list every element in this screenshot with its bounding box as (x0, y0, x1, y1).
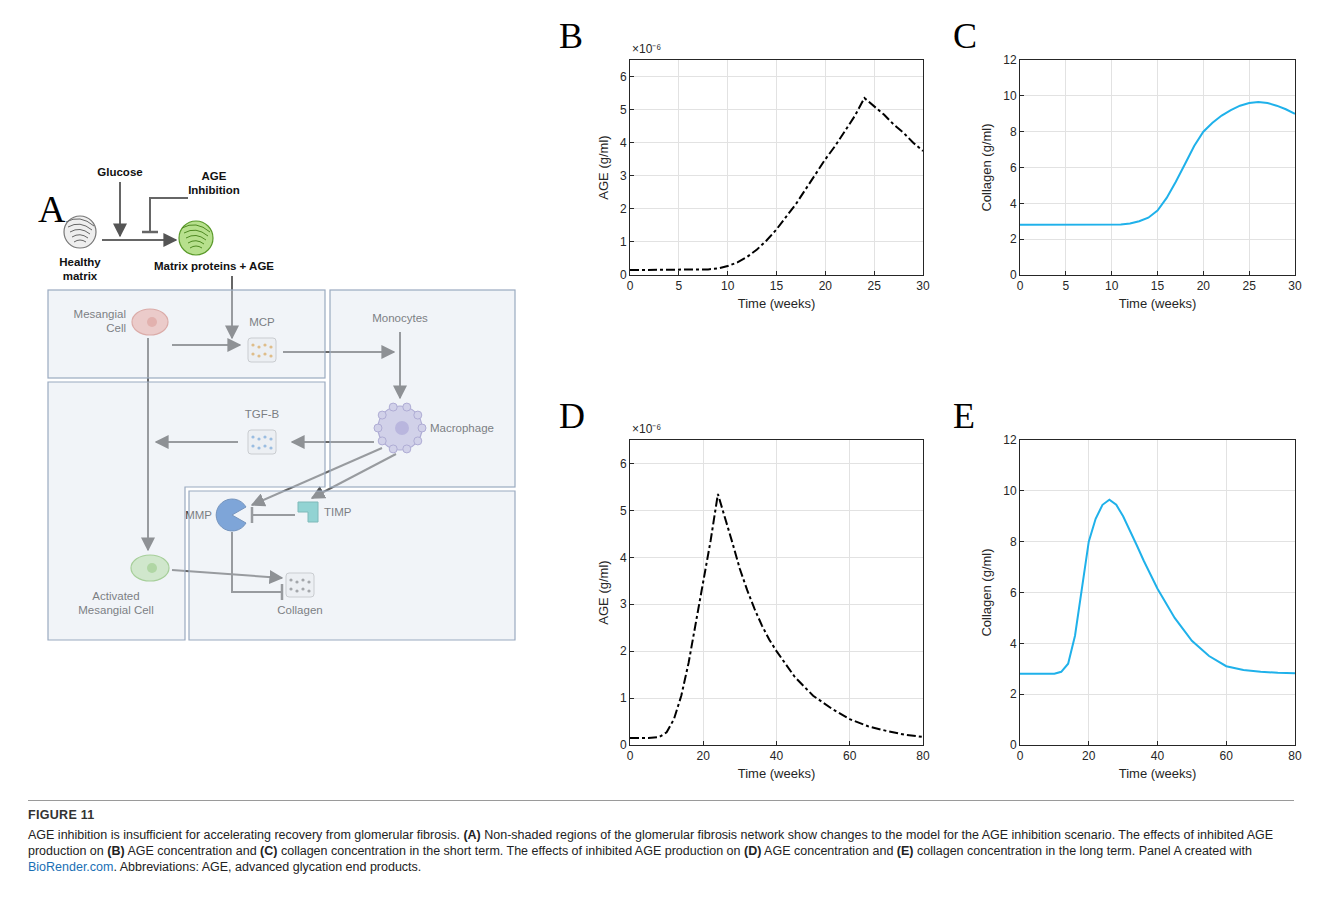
svg-text:×10⁻⁶: ×10⁻⁶ (632, 42, 661, 56)
svg-text:10: 10 (1105, 279, 1119, 293)
svg-text:40: 40 (770, 749, 784, 763)
svg-text:A: A (38, 188, 66, 230)
svg-text:10: 10 (1003, 89, 1017, 103)
svg-text:5: 5 (620, 103, 627, 117)
svg-text:4: 4 (1010, 637, 1017, 651)
svg-text:0: 0 (627, 279, 634, 293)
svg-text:Inhibition: Inhibition (188, 184, 240, 196)
svg-text:Matrix proteins + AGE: Matrix proteins + AGE (154, 260, 274, 272)
svg-text:0: 0 (620, 738, 627, 752)
svg-text:80: 80 (916, 749, 930, 763)
svg-text:15: 15 (770, 279, 784, 293)
svg-text:0: 0 (1010, 268, 1017, 282)
svg-text:6: 6 (620, 70, 627, 84)
svg-text:Time (weeks): Time (weeks) (1119, 766, 1197, 781)
svg-text:2: 2 (620, 202, 627, 216)
html-text:FIGURE 11: FIGURE 11 (28, 808, 95, 822)
svg-text:5: 5 (1062, 279, 1069, 293)
svg-text:Time (weeks): Time (weeks) (738, 766, 816, 781)
svg-text:25: 25 (867, 279, 881, 293)
svg-text:5: 5 (675, 279, 682, 293)
svg-text:C: C (953, 16, 977, 56)
svg-text:10: 10 (1003, 484, 1017, 498)
svg-text:B: B (559, 16, 583, 56)
svg-text:AGE: AGE (202, 170, 227, 182)
svg-text:D: D (559, 396, 585, 436)
svg-text:3: 3 (620, 597, 627, 611)
svg-text:0: 0 (1017, 749, 1024, 763)
svg-text:30: 30 (1288, 279, 1302, 293)
html-text:AGE inhibition is insufficient: AGE inhibition is insufficient for accel… (28, 828, 1274, 858)
svg-text:4: 4 (620, 551, 627, 565)
svg-text:20: 20 (697, 749, 711, 763)
svg-text:5: 5 (620, 504, 627, 518)
svg-text:60: 60 (1220, 749, 1234, 763)
svg-text:Glucose: Glucose (97, 166, 142, 178)
svg-text:6: 6 (620, 457, 627, 471)
svg-text:20: 20 (1082, 749, 1096, 763)
svg-text:8: 8 (1010, 535, 1017, 549)
svg-text:Collagen (g/ml): Collagen (g/ml) (979, 123, 994, 211)
svg-text:Time (weeks): Time (weeks) (738, 296, 816, 311)
svg-text:AGE (g/ml): AGE (g/ml) (596, 560, 611, 624)
svg-text:Collagen (g/ml): Collagen (g/ml) (979, 548, 994, 636)
svg-text:matrix: matrix (63, 270, 98, 282)
svg-text:2: 2 (1010, 232, 1017, 246)
svg-text:4: 4 (620, 136, 627, 150)
svg-text:3: 3 (620, 169, 627, 183)
svg-text:60: 60 (843, 749, 857, 763)
svg-text:2: 2 (1010, 687, 1017, 701)
svg-text:12: 12 (1003, 433, 1017, 447)
svg-text:0: 0 (1010, 738, 1017, 752)
svg-text:15: 15 (1151, 279, 1165, 293)
svg-text:6: 6 (1010, 586, 1017, 600)
svg-text:40: 40 (1151, 749, 1165, 763)
svg-text:2: 2 (620, 644, 627, 658)
svg-text:Time (weeks): Time (weeks) (1119, 296, 1197, 311)
svg-text:20: 20 (819, 279, 833, 293)
svg-text:80: 80 (1288, 749, 1302, 763)
svg-text:20: 20 (1197, 279, 1211, 293)
svg-text:25: 25 (1242, 279, 1256, 293)
svg-text:Healthy: Healthy (59, 256, 101, 268)
svg-text:4: 4 (1010, 197, 1017, 211)
svg-text:10: 10 (721, 279, 735, 293)
svg-text:0: 0 (620, 268, 627, 282)
svg-text:6: 6 (1010, 161, 1017, 175)
html-text:BioRender.com. Abbreviations:: BioRender.com. Abbreviations: AGE, advan… (28, 860, 422, 874)
svg-text:0: 0 (627, 749, 634, 763)
svg-text:×10⁻⁶: ×10⁻⁶ (632, 422, 661, 436)
svg-text:8: 8 (1010, 125, 1017, 139)
svg-text:E: E (953, 396, 975, 436)
svg-text:AGE (g/ml): AGE (g/ml) (596, 135, 611, 199)
svg-text:0: 0 (1017, 279, 1024, 293)
svg-text:30: 30 (916, 279, 930, 293)
svg-text:1: 1 (620, 235, 627, 249)
svg-text:12: 12 (1003, 53, 1017, 67)
svg-text:1: 1 (620, 691, 627, 705)
